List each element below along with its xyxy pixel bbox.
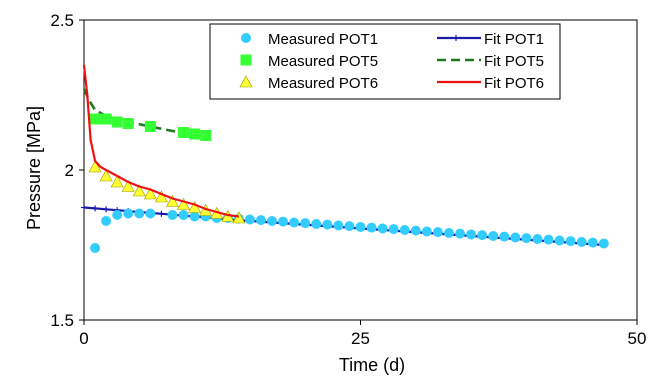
data-point	[122, 118, 134, 129]
data-point	[443, 228, 454, 238]
series-measured-pot1	[90, 208, 609, 253]
data-point	[90, 243, 101, 253]
legend-label: Fit POT5	[484, 53, 544, 70]
x-tick-label: 25	[351, 329, 370, 348]
data-point	[488, 231, 499, 241]
legend-label: Measured POT6	[268, 75, 378, 92]
legend-label: Measured POT1	[268, 31, 378, 48]
data-point	[565, 236, 576, 247]
data-point	[421, 226, 432, 237]
data-point	[112, 210, 123, 220]
legend-label: Fit POT1	[484, 31, 544, 48]
data-point	[344, 221, 355, 232]
data-point	[598, 238, 609, 249]
x-tick-label: 50	[628, 329, 647, 348]
data-point	[410, 225, 421, 236]
data-point	[311, 219, 322, 229]
data-point	[143, 187, 157, 200]
data-point	[177, 197, 191, 210]
data-point	[244, 214, 255, 225]
data-point	[543, 234, 554, 245]
data-point	[587, 237, 598, 248]
data-point	[432, 227, 443, 238]
data-point	[576, 237, 587, 247]
data-point	[366, 222, 377, 233]
data-point	[144, 121, 156, 132]
data-point	[88, 160, 102, 173]
data-point	[132, 184, 146, 197]
series-measured-pot5	[89, 113, 212, 141]
data-point	[110, 175, 124, 188]
x-tick-label: 0	[79, 329, 88, 348]
axes-layer: 0 25 50 1.5 2 2.5	[50, 11, 646, 348]
data-point	[289, 217, 300, 228]
legend-marker	[240, 54, 252, 66]
data-point	[99, 169, 113, 182]
data-point	[278, 216, 289, 227]
data-point	[145, 208, 156, 219]
data-point	[532, 234, 543, 244]
y-tick-label: 2	[65, 161, 74, 180]
legend-label: Measured POT5	[268, 53, 378, 70]
data-point	[189, 128, 201, 140]
y-tick-label: 2.5	[50, 11, 74, 30]
legend-marker	[239, 75, 253, 88]
x-axis-title: Time (d)	[339, 355, 405, 375]
data-point	[333, 220, 344, 231]
data-point	[466, 229, 477, 240]
data-point	[178, 127, 190, 138]
data-point	[477, 230, 488, 241]
legend-marker	[241, 33, 251, 43]
series-measured-pot6	[88, 160, 246, 224]
data-point	[200, 130, 212, 141]
data-point	[165, 194, 179, 207]
data-point	[322, 219, 333, 230]
y-axis-title: Pressure [MPa]	[24, 106, 44, 230]
y-tick-label: 1.5	[50, 311, 74, 330]
data-point	[121, 179, 135, 192]
data-point	[510, 232, 521, 243]
data-point	[255, 215, 266, 226]
data-point	[267, 216, 278, 226]
data-point	[100, 113, 112, 125]
data-point	[554, 235, 565, 246]
series-layer	[81, 64, 609, 253]
data-point	[178, 210, 189, 220]
data-point	[123, 208, 134, 219]
legend-label: Fit POT6	[484, 75, 544, 92]
data-point	[388, 224, 399, 235]
data-point	[521, 233, 532, 244]
data-point	[399, 225, 410, 235]
data-point	[154, 190, 168, 203]
legend-box	[209, 23, 561, 100]
data-point	[188, 200, 202, 213]
data-point	[499, 231, 510, 242]
series-fit-pot6	[82, 64, 239, 218]
data-point	[167, 210, 178, 220]
data-point	[134, 208, 145, 219]
data-point	[355, 222, 366, 232]
legend: Measured POT1 Measured POT5 Measured POT6 F…	[209, 23, 561, 100]
data-point	[101, 216, 112, 226]
data-point	[189, 211, 200, 222]
series-line	[82, 64, 239, 218]
data-point	[232, 211, 246, 224]
data-point	[89, 113, 101, 125]
data-point	[300, 218, 311, 229]
data-point	[455, 228, 466, 239]
data-point	[111, 116, 123, 128]
data-point	[377, 223, 388, 234]
